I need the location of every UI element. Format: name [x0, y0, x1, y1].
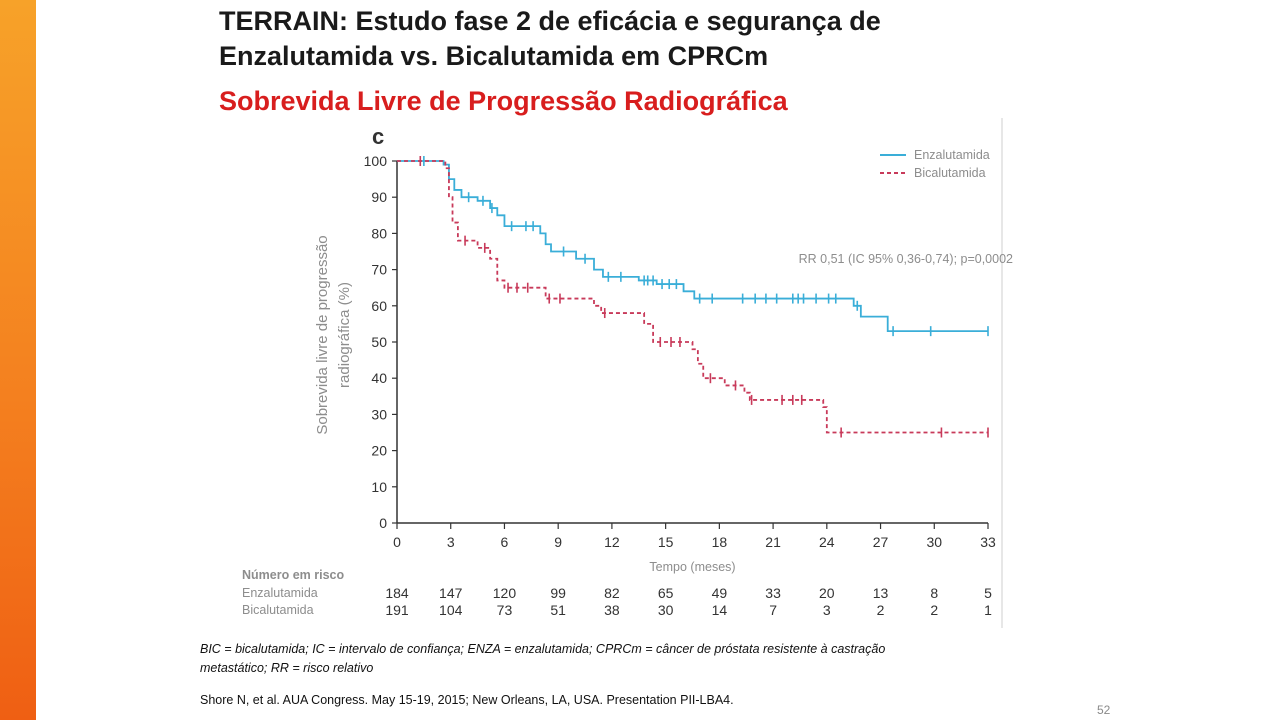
at-risk-count: 2 — [930, 602, 938, 618]
at-risk-count: 104 — [439, 602, 463, 618]
slide-title: TERRAIN: Estudo fase 2 de eficácia e seg… — [219, 4, 1119, 74]
at-risk-count: 3 — [823, 602, 831, 618]
at-risk-row-label: Bicalutamida — [242, 603, 314, 617]
reference-citation: Shore N, et al. AUA Congress. May 15-19,… — [200, 693, 734, 707]
x-tick-label: 12 — [604, 534, 620, 550]
page-number: 52 — [1097, 703, 1111, 717]
at-risk-count: 191 — [385, 602, 409, 618]
at-risk-count: 99 — [550, 585, 566, 601]
at-risk-count: 65 — [658, 585, 674, 601]
x-tick-label: 6 — [501, 534, 509, 550]
title-line-1: TERRAIN: Estudo fase 2 de eficácia e seg… — [219, 6, 881, 36]
y-tick-label: 20 — [371, 443, 387, 459]
at-risk-count: 33 — [765, 585, 781, 601]
at-risk-count: 184 — [385, 585, 409, 601]
x-tick-label: 15 — [658, 534, 674, 550]
at-risk-count: 82 — [604, 585, 620, 601]
at-risk-count: 147 — [439, 585, 463, 601]
y-tick-label: 10 — [371, 479, 387, 495]
x-tick-label: 9 — [554, 534, 562, 550]
y-tick-label: 50 — [371, 334, 387, 350]
x-tick-label: 24 — [819, 534, 835, 550]
y-axis-label-line-1: Sobrevida livre de progressão — [314, 235, 331, 434]
x-axis-label: Tempo (meses) — [649, 560, 735, 574]
at-risk-count: 20 — [819, 585, 835, 601]
at-risk-count: 49 — [712, 585, 728, 601]
at-risk-count: 1 — [984, 602, 992, 618]
series-line-0 — [397, 160, 988, 333]
at-risk-count: 2 — [877, 602, 885, 618]
y-tick-label: 30 — [371, 406, 387, 422]
at-risk-count: 5 — [984, 585, 992, 601]
y-tick-label: 80 — [371, 225, 387, 241]
x-tick-label: 33 — [980, 534, 996, 550]
x-tick-label: 18 — [712, 534, 728, 550]
hazard-ratio-annotation: RR 0,51 (IC 95% 0,36-0,74); p=0,0002 — [799, 252, 1013, 266]
y-tick-label: 90 — [371, 189, 387, 205]
slide-subtitle: Sobrevida Livre de Progressão Radiográfi… — [219, 86, 788, 116]
y-tick-label: 40 — [371, 370, 387, 386]
at-risk-count: 73 — [497, 602, 513, 618]
at-risk-heading: Número em risco — [242, 568, 344, 582]
at-risk-count: 13 — [873, 585, 889, 601]
abbreviations-footnote: BIC = bicalutamida; IC = intervalo de co… — [200, 640, 1040, 678]
x-tick-label: 21 — [765, 534, 781, 550]
y-tick-label: 0 — [379, 515, 387, 531]
at-risk-count: 51 — [550, 602, 566, 618]
series-line-1 — [397, 160, 988, 434]
at-risk-count: 7 — [769, 602, 777, 618]
y-tick-label: 100 — [364, 153, 388, 169]
x-tick-label: 30 — [926, 534, 942, 550]
y-axis-label-line-2: radiográfica (%) — [336, 282, 353, 388]
panel-label: c — [372, 124, 384, 149]
footnote-line-2: metastático; RR = risco relativo — [200, 661, 374, 675]
at-risk-count: 30 — [658, 602, 674, 618]
legend-label-1: Bicalutamida — [914, 166, 986, 180]
orange-side-bar — [0, 0, 36, 720]
y-tick-label: 70 — [371, 262, 387, 278]
x-tick-label: 27 — [873, 534, 889, 550]
legend-label-0: Enzalutamida — [914, 148, 990, 162]
title-line-2: Enzalutamida vs. Bicalutamida em CPRCm — [219, 41, 769, 71]
at-risk-count: 120 — [493, 585, 517, 601]
at-risk-row-label: Enzalutamida — [242, 586, 318, 600]
x-tick-label: 3 — [447, 534, 455, 550]
x-tick-label: 0 — [393, 534, 401, 550]
y-tick-label: 60 — [371, 298, 387, 314]
at-risk-count: 38 — [604, 602, 620, 618]
at-risk-count: 8 — [930, 585, 938, 601]
footnote-line-1: BIC = bicalutamida; IC = intervalo de co… — [200, 642, 886, 656]
at-risk-count: 14 — [712, 602, 728, 618]
